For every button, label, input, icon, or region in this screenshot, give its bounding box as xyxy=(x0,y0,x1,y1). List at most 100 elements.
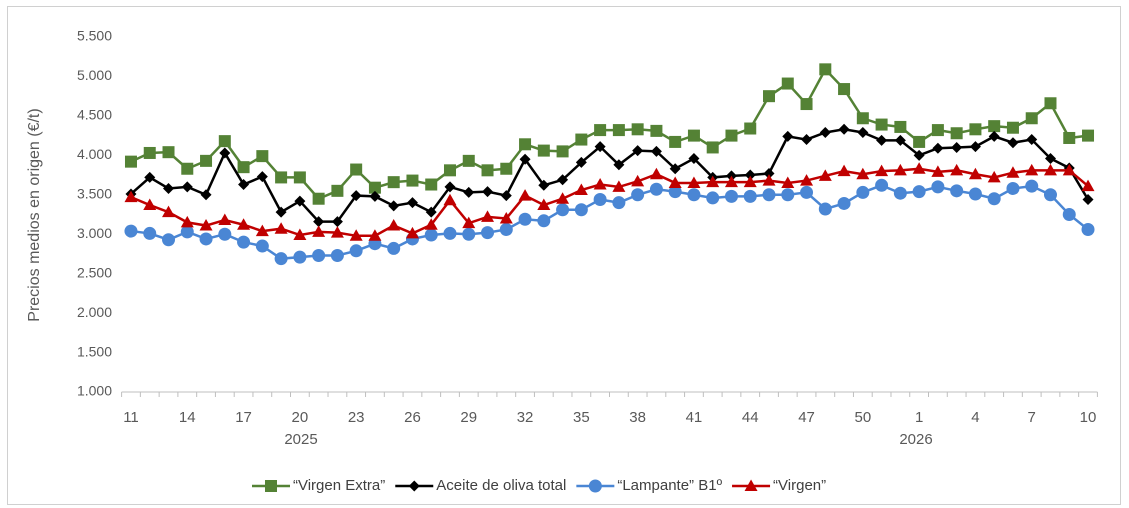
marker-diamond xyxy=(181,181,193,193)
marker-triangle xyxy=(856,167,870,180)
marker-circle xyxy=(387,241,401,255)
y-tick-label: 1.500 xyxy=(77,343,112,359)
marker-triangle xyxy=(931,165,945,177)
marker-triangle xyxy=(1025,163,1039,176)
marker-circle xyxy=(274,252,288,266)
marker-circle xyxy=(588,479,602,493)
marker-triangle xyxy=(912,162,926,174)
marker-circle xyxy=(443,226,457,240)
marker-triangle xyxy=(518,189,532,201)
marker-diamond xyxy=(256,171,268,183)
marker-triangle xyxy=(443,193,457,206)
marker-diamond xyxy=(876,134,888,146)
marker-diamond xyxy=(331,216,343,228)
marker-diamond xyxy=(219,147,231,159)
marker-square xyxy=(988,120,1001,133)
marker-circle xyxy=(837,196,851,210)
marker-triangle xyxy=(800,174,814,186)
marker-diamond xyxy=(688,152,700,164)
marker-square xyxy=(894,120,907,133)
marker-square xyxy=(124,155,137,168)
marker-square xyxy=(819,63,832,76)
marker-diamond xyxy=(782,130,794,142)
marker-circle xyxy=(237,235,251,249)
marker-circle xyxy=(1025,179,1039,193)
legend: “Virgen Extra” Aceite de oliva total “Lamp… xyxy=(252,477,826,494)
x-tick-label: 11 xyxy=(123,409,139,426)
marker-circle xyxy=(875,178,889,192)
marker-triangle xyxy=(293,228,307,241)
marker-square xyxy=(969,123,982,136)
x-tick-label: 29 xyxy=(460,409,477,426)
marker-circle xyxy=(518,212,532,226)
x-tick-label: 20 xyxy=(292,409,309,426)
marker-circle xyxy=(537,214,551,228)
marker-diamond xyxy=(144,171,156,183)
x-tick-label: 17 xyxy=(235,409,252,426)
marker-circle xyxy=(912,185,926,199)
marker-square xyxy=(950,127,963,140)
marker-square xyxy=(237,161,250,174)
marker-square xyxy=(556,145,569,158)
marker-triangle xyxy=(762,174,776,186)
marker-circle xyxy=(556,203,570,217)
marker-diamond xyxy=(650,145,662,157)
x-tick-label: 4 xyxy=(971,409,979,426)
marker-circle xyxy=(1043,188,1057,202)
marker-square xyxy=(500,162,513,175)
marker-square xyxy=(800,98,813,111)
marker-circle xyxy=(180,225,194,239)
marker-circle xyxy=(800,185,814,199)
marker-triangle xyxy=(237,218,251,230)
marker-triangle xyxy=(706,175,720,188)
marker-square xyxy=(312,192,325,205)
legend-label: “Virgen” xyxy=(773,477,826,494)
x-tick-label: 7 xyxy=(1028,409,1036,426)
marker-triangle xyxy=(180,215,194,228)
marker-circle xyxy=(330,249,344,263)
y-tick-label: 5.500 xyxy=(77,28,112,44)
marker-triangle xyxy=(1062,163,1076,176)
marker-square xyxy=(293,171,306,184)
marker-diamond xyxy=(350,190,362,202)
marker-triangle xyxy=(987,170,1001,183)
marker-circle xyxy=(649,182,663,196)
marker-diamond xyxy=(932,142,944,154)
marker-triangle xyxy=(255,224,269,237)
marker-circle xyxy=(462,227,476,241)
marker-triangle xyxy=(124,190,138,203)
y-tick-label: 3.000 xyxy=(77,225,112,241)
x-tick-label: 35 xyxy=(573,409,590,426)
marker-diamond xyxy=(1044,152,1056,164)
marker-square xyxy=(669,135,682,148)
marker-triangle xyxy=(424,218,438,230)
marker-square xyxy=(275,171,288,184)
marker-square xyxy=(162,146,175,159)
marker-triangle xyxy=(330,226,344,238)
marker-triangle xyxy=(968,167,982,180)
marker-square xyxy=(387,176,400,189)
marker-diamond xyxy=(988,130,1000,142)
marker-triangle xyxy=(387,219,401,231)
marker-diamond xyxy=(857,126,869,138)
marker-triangle xyxy=(724,175,738,188)
legend-label: Aceite de oliva total xyxy=(436,477,566,494)
marker-diamond xyxy=(838,123,850,135)
marker-square xyxy=(265,480,277,492)
marker-square xyxy=(350,163,363,176)
marker-triangle xyxy=(744,479,758,491)
marker-square xyxy=(650,124,663,137)
marker-circle xyxy=(950,184,964,198)
marker-circle xyxy=(631,188,645,202)
marker-triangle xyxy=(837,164,851,177)
marker-square xyxy=(368,181,381,194)
marker-triangle xyxy=(349,229,363,241)
marker-circle xyxy=(593,193,607,207)
marker-square xyxy=(575,133,588,146)
marker-square xyxy=(594,124,607,137)
marker-triangle xyxy=(875,164,889,177)
marker-circle xyxy=(162,233,176,247)
marker-triangle xyxy=(481,210,495,222)
x-tick-label: 38 xyxy=(629,409,646,426)
